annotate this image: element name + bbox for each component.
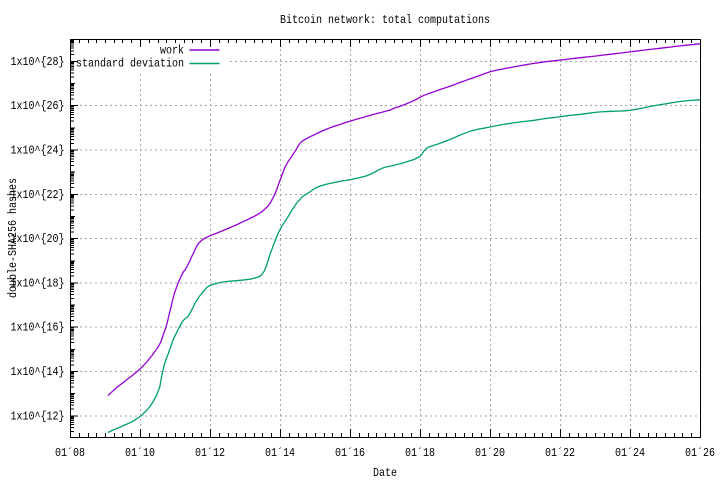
svg-text:01´22: 01´22 [545, 446, 575, 460]
svg-text:work: work [160, 44, 184, 58]
svg-text:1x10^{16}: 1x10^{16} [11, 321, 65, 335]
svg-text:1x10^{18}: 1x10^{18} [11, 276, 65, 290]
svg-text:standard deviation: standard deviation [76, 57, 184, 71]
svg-text:1x10^{14}: 1x10^{14} [11, 365, 65, 379]
svg-text:01´20: 01´20 [475, 446, 505, 460]
svg-text:1x10^{12}: 1x10^{12} [11, 409, 65, 423]
svg-text:01´26: 01´26 [685, 446, 715, 460]
svg-text:Date: Date [373, 466, 397, 480]
svg-text:Bitcoin network: total computa: Bitcoin network: total computations [280, 13, 490, 27]
svg-text:01´08: 01´08 [55, 446, 85, 460]
svg-text:double-SHA256 hashes: double-SHA256 hashes [6, 178, 20, 298]
svg-text:01´14: 01´14 [265, 446, 295, 460]
svg-text:1x10^{26}: 1x10^{26} [11, 99, 65, 113]
svg-text:1x10^{28}: 1x10^{28} [11, 55, 65, 69]
svg-text:1x10^{24}: 1x10^{24} [11, 144, 65, 158]
svg-text:01´18: 01´18 [405, 446, 435, 460]
svg-text:01´12: 01´12 [195, 446, 225, 460]
svg-text:1x10^{22}: 1x10^{22} [11, 188, 65, 202]
svg-text:01´16: 01´16 [335, 446, 365, 460]
svg-text:1x10^{20}: 1x10^{20} [11, 232, 65, 246]
svg-text:01´24: 01´24 [615, 446, 645, 460]
svg-text:01´10: 01´10 [125, 446, 155, 460]
